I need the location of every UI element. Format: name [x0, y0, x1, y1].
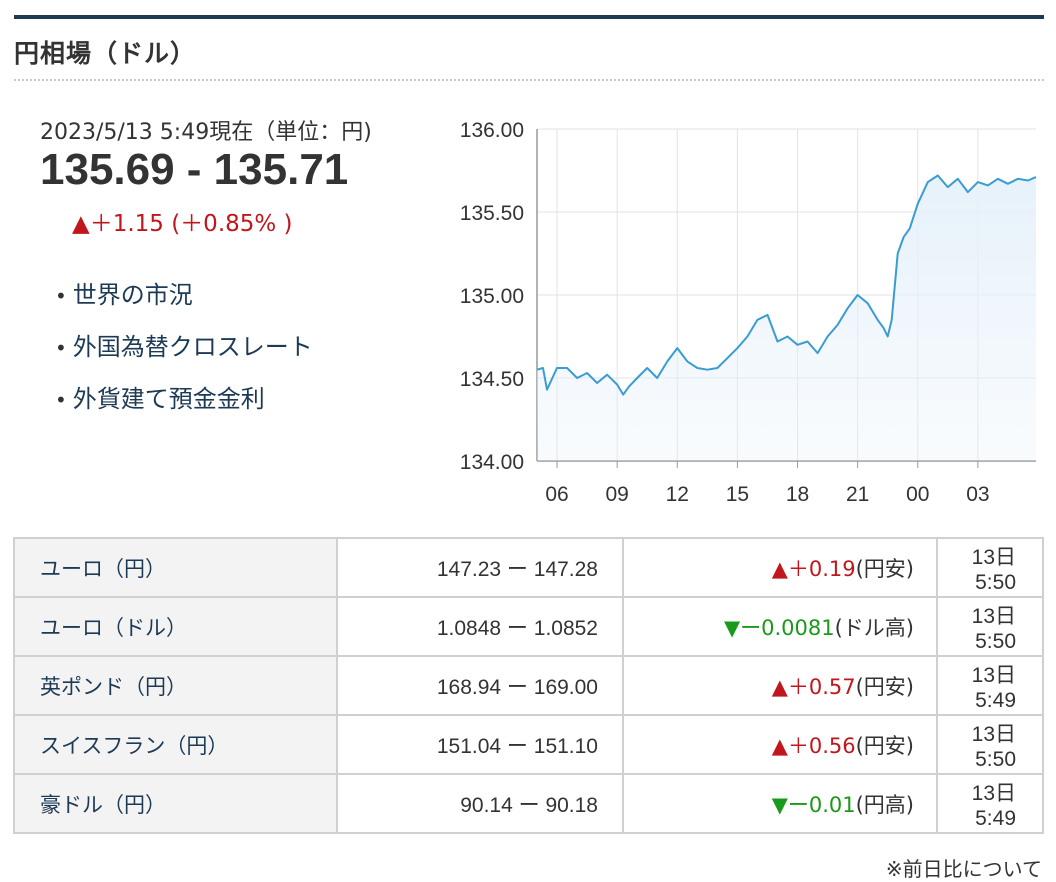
currency-name[interactable]: 豪ドル（円） [13, 773, 338, 834]
section-title: 円相場（ドル） [14, 39, 197, 68]
x-tick-label: 12 [666, 483, 689, 506]
up-arrow-icon: ▲ [771, 733, 788, 758]
quote-value: 168.94 ー 169.00 [336, 655, 624, 716]
change-cell: ▲＋0.19(円安) [622, 537, 938, 598]
x-tick-label: 06 [545, 483, 568, 506]
x-tick-label: 09 [605, 483, 628, 506]
change-value: ▲＋0.19 [771, 556, 856, 581]
x-tick-label: 15 [726, 483, 749, 506]
change-cell: ▲＋0.57(円安) [622, 655, 938, 716]
update-time: 13日 5:50 [936, 537, 1044, 598]
change-note: (ドル高) [834, 615, 914, 640]
y-tick-label: 136.00 [460, 119, 524, 142]
change-value: ▼ー0.0081 [723, 615, 835, 640]
bullet-icon: • [55, 284, 67, 308]
x-tick-label: 00 [906, 483, 929, 506]
table-row: 豪ドル（円） 90.14 ー 90.18 ▼ー0.01(円高) 13日 5:49 [13, 773, 1044, 834]
currency-name[interactable]: ユーロ（ドル） [13, 596, 338, 657]
down-arrow-icon: ▼ [723, 615, 741, 640]
change-cell: ▼ー0.0081(ドル高) [622, 596, 938, 657]
link-deposit-rates[interactable]: • 外貨建て預金金利 [55, 385, 265, 413]
update-time: 13日 5:49 [936, 773, 1044, 834]
cross-rate-table: ユーロ（円） 147.23 ー 147.28 ▲＋0.19(円安) 13日 5:… [13, 537, 1044, 834]
change-note: (円安) [855, 674, 914, 699]
related-links: • 世界の市況 • 外国為替クロスレート • 外貨建て預金金利 [55, 278, 313, 434]
quote-value: 151.04 ー 151.10 [336, 714, 624, 775]
link-cross-rates[interactable]: • 外国為替クロスレート [55, 333, 313, 361]
as-of-timestamp: 2023/5/13 5:49現在（単位：円) [40, 120, 372, 145]
table-row: 英ポンド（円） 168.94 ー 169.00 ▲＋0.57(円安) 13日 5… [13, 655, 1044, 716]
x-tick-label: 18 [786, 483, 809, 506]
current-rate: 135.69 - 135.71 [40, 145, 349, 194]
change-value: ▲＋0.56 [771, 733, 856, 758]
change-value: ▲＋0.57 [771, 674, 856, 699]
y-tick-label: 135.00 [460, 285, 524, 308]
usd-jpy-chart: 136.00 135.50 135.00 134.50 134.00 06 09 12 15 18… [460, 119, 1037, 506]
top-border [14, 15, 1044, 19]
change-cell: ▲＋0.56(円安) [622, 714, 938, 775]
down-arrow-icon: ▼ [771, 792, 788, 817]
title-divider [14, 79, 1044, 81]
change-cell: ▼ー0.01(円高) [622, 773, 938, 834]
update-time: 13日 5:49 [936, 655, 1044, 716]
y-tick-label: 135.50 [460, 202, 524, 225]
bullet-icon: • [55, 336, 67, 360]
y-tick-label: 134.50 [460, 368, 524, 391]
series-area [537, 175, 1036, 461]
change-value: ▼ー0.01 [771, 792, 856, 817]
change-note: (円安) [855, 733, 914, 758]
x-tick-label: 21 [846, 483, 869, 506]
x-tick-label: 03 [966, 483, 989, 506]
up-arrow-icon: ▲ [771, 674, 788, 699]
update-time: 13日 5:50 [936, 596, 1044, 657]
change-note: (円安) [855, 556, 914, 581]
currency-name[interactable]: ユーロ（円） [13, 537, 338, 598]
bullet-icon: • [55, 388, 67, 412]
quote-value: 147.23 ー 147.28 [336, 537, 624, 598]
update-time: 13日 5:50 [936, 714, 1044, 775]
currency-name[interactable]: スイスフラン（円） [13, 714, 338, 775]
change-note: (円高) [855, 792, 914, 817]
footnote-link[interactable]: ※前日比について [885, 857, 1042, 881]
quote-value: 90.14 ー 90.18 [336, 773, 624, 834]
quote-value: 1.0848 ー 1.0852 [336, 596, 624, 657]
link-world-markets[interactable]: • 世界の市況 [55, 281, 193, 309]
table-row: ユーロ（円） 147.23 ー 147.28 ▲＋0.19(円安) 13日 5:… [13, 537, 1044, 598]
table-row: スイスフラン（円） 151.04 ー 151.10 ▲＋0.56(円安) 13日… [13, 714, 1044, 775]
rate-change: ▲＋1.15 (＋0.85% ) [72, 211, 293, 237]
series-line [536, 174, 1037, 396]
table-row: ユーロ（ドル） 1.0848 ー 1.0852 ▼ー0.0081(ドル高) 13… [13, 596, 1044, 657]
currency-name[interactable]: 英ポンド（円） [13, 655, 338, 716]
up-arrow-icon: ▲ [771, 556, 788, 581]
y-tick-label: 134.00 [460, 451, 524, 474]
